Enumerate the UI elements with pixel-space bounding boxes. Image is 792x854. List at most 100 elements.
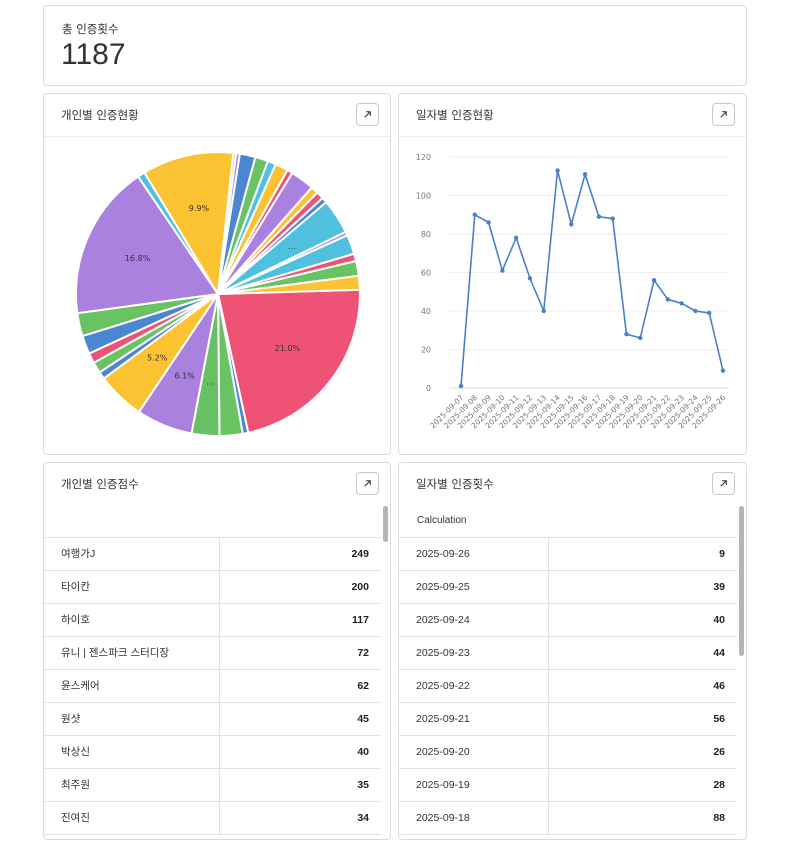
table-row[interactable]: 타이칸 200	[44, 571, 381, 604]
table-row[interactable]: 2025-09-23 44	[399, 637, 737, 670]
daily-count-card: 일자별 인증횟수 Calculation 2025-09-26 9 2025-09-…	[398, 462, 747, 840]
row-label: 최주원	[61, 779, 90, 791]
data-point[interactable]	[596, 214, 602, 219]
row-value: 28	[713, 779, 725, 791]
pie-slice-label: 16.8%	[125, 254, 151, 263]
row-label: 타이칸	[61, 581, 90, 593]
per-person-status-card: 개인별 인증현황 21.0%… 6.1% 5.2% 16.8% 9.9%…	[43, 93, 391, 455]
data-point[interactable]	[458, 383, 464, 389]
pie-slice[interactable]	[217, 274, 361, 295]
table-row[interactable]: 2025-09-19 28	[399, 769, 737, 802]
pie-slice-label: 9.9%	[189, 204, 210, 213]
y-tick-label: 120	[416, 153, 431, 162]
y-tick-label: 100	[416, 192, 431, 201]
row-label: 2025-09-24	[416, 614, 470, 626]
row-value: 46	[713, 680, 725, 692]
row-label: 2025-09-22	[416, 680, 470, 692]
table-row[interactable]: 최주원 35	[44, 769, 381, 802]
line-expand-button[interactable]	[712, 103, 735, 126]
row-label: 윤스케어	[61, 680, 100, 692]
row-value: 34	[357, 812, 369, 824]
expand-arrow-icon	[720, 480, 727, 487]
y-tick-label: 80	[421, 230, 431, 239]
data-point[interactable]	[679, 301, 684, 306]
data-point[interactable]	[638, 335, 643, 341]
pie-slice[interactable]	[216, 288, 361, 434]
row-value: 72	[357, 647, 369, 659]
daily-count-title: 일자별 인증횟수	[416, 477, 494, 491]
row-value: 26	[713, 746, 725, 758]
row-label: 2025-09-20	[416, 746, 470, 758]
pie-chart: 21.0%…6.1%5.2%16.8%9.9%…	[75, 151, 361, 438]
data-point[interactable]	[569, 222, 574, 227]
table-row[interactable]: 박상신 40	[44, 736, 381, 769]
column-divider	[219, 538, 220, 835]
data-point[interactable]	[486, 220, 491, 225]
pie-slice[interactable]	[143, 151, 235, 298]
table-row[interactable]: 2025-09-22 46	[399, 670, 737, 703]
data-point[interactable]	[720, 368, 726, 373]
total-count-value: 1187	[61, 38, 126, 71]
row-label: 박상신	[61, 746, 90, 758]
header-divider	[44, 136, 390, 137]
pie-slice[interactable]	[75, 175, 220, 315]
data-point[interactable]	[624, 331, 629, 337]
table-row[interactable]: 2025-09-25 39	[399, 571, 737, 604]
table-row[interactable]: 윤스케어 62	[44, 670, 381, 703]
table-row[interactable]: 2025-09-26 9	[399, 538, 737, 571]
row-label: 여행가J	[61, 548, 96, 560]
data-point[interactable]	[610, 216, 615, 221]
row-value: 88	[713, 812, 725, 824]
count-scrollbar[interactable]	[739, 506, 744, 656]
table-row[interactable]: 유니 | 젠스파크 스터디장 72	[44, 637, 381, 670]
score-expand-button[interactable]	[356, 472, 379, 495]
pie-slice-label: …	[206, 378, 214, 387]
row-value: 44	[713, 647, 725, 659]
series-line	[460, 170, 724, 387]
row-label: 유니 | 젠스파크 스터디장	[61, 647, 170, 659]
row-value: 249	[351, 548, 369, 560]
data-point[interactable]	[693, 308, 698, 314]
data-point[interactable]	[527, 276, 533, 281]
table-row[interactable]: 2025-09-18 88	[399, 802, 737, 835]
score-scrollbar[interactable]	[383, 506, 388, 542]
score-table: 여행가J 249 타이칸 200 하이호 117 유니 | 젠스파크 스터디장 72 윤스케어 6…	[44, 537, 381, 835]
header-divider	[399, 136, 746, 137]
pie-slice-label: 21.0%	[275, 344, 301, 353]
row-label: 진여진	[61, 812, 90, 824]
data-point[interactable]	[472, 212, 477, 217]
table-row[interactable]: 2025-09-21 56	[399, 703, 737, 736]
table-row[interactable]: 진여진 34	[44, 802, 381, 835]
per-person-score-card: 개인별 인증점수 여행가J 249 타이칸 200 하이호 117 유니 | 젠스파크 스터…	[43, 462, 391, 840]
row-value: 56	[713, 713, 725, 725]
row-label: 2025-09-23	[416, 647, 470, 659]
data-point[interactable]	[582, 172, 588, 177]
per-person-score-title: 개인별 인증점수	[61, 477, 139, 491]
row-value: 40	[713, 614, 725, 626]
table-row[interactable]: 하이호 117	[44, 604, 381, 637]
data-point[interactable]	[665, 297, 671, 302]
pie-expand-button[interactable]	[356, 103, 379, 126]
column-divider	[548, 538, 549, 835]
row-value: 35	[357, 779, 369, 791]
count-table: 2025-09-26 9 2025-09-25 39 2025-09-24 40 2025-…	[399, 537, 737, 835]
data-point[interactable]	[541, 308, 546, 314]
count-expand-button[interactable]	[712, 472, 735, 495]
table-row[interactable]: 2025-09-24 40	[399, 604, 737, 637]
daily-status-card: 일자별 인증현황 0 20 40 60 80 100 120 2025-09-07 2025-0…	[398, 93, 747, 455]
data-point[interactable]	[500, 268, 505, 273]
row-label: 2025-09-19	[416, 779, 470, 791]
daily-status-title: 일자별 인증현황	[416, 108, 494, 122]
row-value: 200	[351, 581, 369, 593]
row-value: 62	[357, 680, 369, 692]
data-point[interactable]	[651, 278, 657, 283]
data-point[interactable]	[555, 168, 560, 173]
table-row[interactable]: 여행가J 249	[44, 538, 381, 571]
data-point[interactable]	[513, 235, 519, 241]
data-point[interactable]	[707, 310, 712, 316]
row-label: 2025-09-21	[416, 713, 470, 725]
table-row[interactable]: 원샷 45	[44, 703, 381, 736]
table-row[interactable]: 2025-09-20 26	[399, 736, 737, 769]
y-tick-label: 40	[421, 307, 431, 316]
expand-arrow-icon	[720, 111, 727, 118]
